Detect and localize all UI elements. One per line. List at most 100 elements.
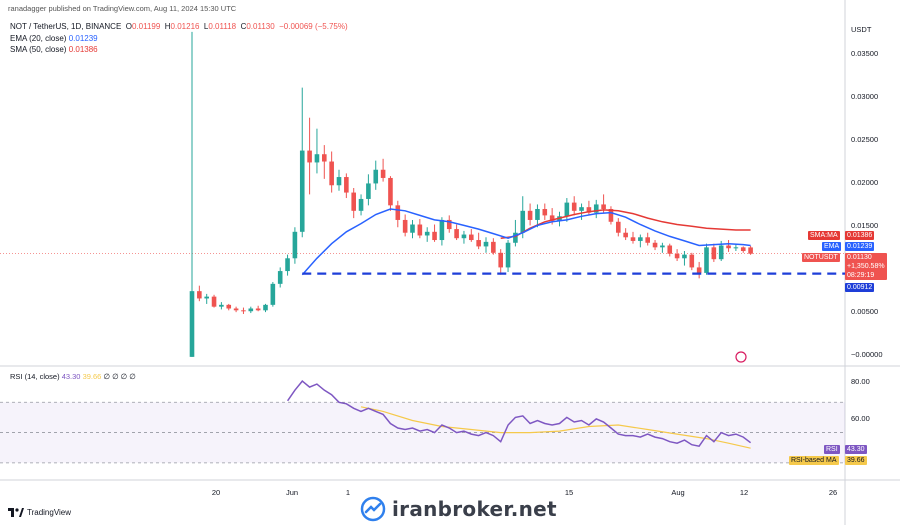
- candle-body: [197, 291, 202, 299]
- ema-price-value: 0.01239: [845, 242, 875, 251]
- currency-label[interactable]: USDT: [851, 25, 872, 34]
- candle-body: [263, 304, 268, 311]
- candle-body: [358, 198, 364, 211]
- price-tick: 0.02000: [851, 178, 879, 187]
- candle-body: [549, 215, 555, 221]
- ema20-line: [301, 208, 751, 276]
- rsi-tick: 60.00: [851, 414, 870, 423]
- candle-body: [211, 296, 217, 307]
- tradingview-text: TradingView: [27, 508, 72, 517]
- open-label: O: [125, 22, 132, 31]
- candle-body: [204, 296, 209, 299]
- ema-legend[interactable]: EMA (20, close) 0.01239: [10, 34, 98, 43]
- candle-body: [483, 241, 489, 247]
- candle-body: [608, 208, 614, 222]
- candle-body: [226, 304, 232, 309]
- candle-body: [469, 234, 474, 241]
- rsi-ma-label: RSI-based MA: [789, 456, 839, 465]
- last-price-box: 0.01130 +1,350.58% 08:29:19: [845, 253, 887, 280]
- candle-body: [704, 247, 709, 273]
- time-tick: Jun: [285, 488, 299, 497]
- sma-legend-name: SMA (50, close): [10, 45, 67, 54]
- candle-body: [520, 210, 526, 233]
- candle-body: [711, 247, 717, 260]
- open-value: 0.01199: [131, 22, 161, 31]
- candle-body: [726, 245, 731, 249]
- candle-body: [571, 202, 577, 211]
- candle-body: [248, 308, 254, 312]
- tradingview-logo[interactable]: TradingView: [8, 508, 71, 517]
- time-tick: Aug: [671, 488, 685, 497]
- rsi-legend-value: 43.30: [61, 372, 81, 381]
- sma-legend-value: 0.01386: [68, 45, 98, 54]
- time-tick: 1: [345, 488, 351, 497]
- sma50-line: [500, 209, 751, 239]
- candle-body: [542, 208, 548, 216]
- ema-legend-value: 0.01239: [68, 34, 98, 43]
- candle-body: [241, 310, 246, 312]
- sma-legend[interactable]: SMA (50, close) 0.01386: [10, 45, 98, 54]
- ema-price-label: EMA: [822, 242, 842, 251]
- ema-legend-name: EMA (20, close): [10, 34, 67, 43]
- rsi-ma-value-label: 39.66: [845, 456, 867, 465]
- iranbroker-icon: [360, 496, 386, 522]
- rsi-legend[interactable]: RSI (14, close) 43.30 39.66 ∅ ∅ ∅ ∅: [10, 372, 136, 381]
- watermark-text: iranbroker.net: [392, 497, 557, 521]
- candle-body: [586, 207, 592, 213]
- candle-body: [322, 154, 327, 162]
- rsi-legend-extra: ∅ ∅ ∅ ∅: [103, 372, 136, 381]
- time-tick: 12: [739, 488, 749, 497]
- rsi-title: RSI (14, close): [10, 372, 60, 381]
- bar-countdown: 08:29:19: [847, 272, 875, 279]
- candle-body: [601, 204, 606, 209]
- candle-body: [535, 208, 540, 220]
- candle-body: [491, 241, 496, 253]
- candle-body: [667, 245, 673, 254]
- candle-body: [740, 247, 746, 251]
- candle-body: [373, 169, 379, 184]
- candle-body: [461, 234, 467, 239]
- rsi-tick: 80.00: [851, 377, 870, 386]
- candle-body: [446, 219, 452, 230]
- time-tick: 26: [828, 488, 838, 497]
- change-value: −0.00069 (−5.75%): [279, 22, 348, 31]
- candle-body: [307, 150, 312, 163]
- candle-body: [476, 240, 481, 247]
- candle-body: [366, 183, 371, 199]
- candle-body: [329, 161, 334, 186]
- candle-body: [439, 219, 445, 241]
- candle-body: [505, 242, 511, 268]
- candle-body: [299, 150, 305, 232]
- price-tick: 0.01500: [851, 221, 879, 230]
- candle-body: [314, 154, 320, 163]
- price-tick: −0.00000: [851, 350, 883, 359]
- candle-body: [645, 237, 650, 243]
- high-value: 0.01216: [170, 22, 200, 31]
- price-tick: 0.03000: [851, 92, 879, 101]
- rsi-value-label: 43.30: [845, 445, 867, 454]
- candle-body: [454, 229, 459, 239]
- tradingview-icon: [8, 508, 24, 517]
- candle-body: [733, 247, 739, 249]
- sma-price-label: SMA:MA: [808, 231, 840, 240]
- candle-body: [696, 267, 702, 273]
- sma-label-name: SMA:MA: [810, 232, 838, 239]
- symbol-title: NOT / TetherUS, 1D, BINANCE: [10, 22, 122, 31]
- publisher-line: ranadagger published on TradingView.com,…: [8, 4, 237, 13]
- candle-body: [424, 231, 430, 236]
- candle-body: [395, 205, 401, 220]
- candle-body: [527, 210, 533, 220]
- candle-body: [564, 202, 570, 217]
- candle-body: [410, 224, 415, 233]
- candle-body: [579, 207, 584, 211]
- candle-body: [630, 237, 636, 241]
- candle-body: [388, 177, 393, 206]
- candle-body: [513, 232, 518, 243]
- candle-body: [616, 221, 621, 233]
- symbol-ohlc: NOT / TetherUS, 1D, BINANCE O0.01199 H0.…: [10, 22, 348, 31]
- candle-body: [660, 245, 665, 248]
- price-tick: 0.02500: [851, 135, 879, 144]
- rsi-ma-legend-value: 39.66: [82, 372, 102, 381]
- candle-body: [689, 254, 695, 268]
